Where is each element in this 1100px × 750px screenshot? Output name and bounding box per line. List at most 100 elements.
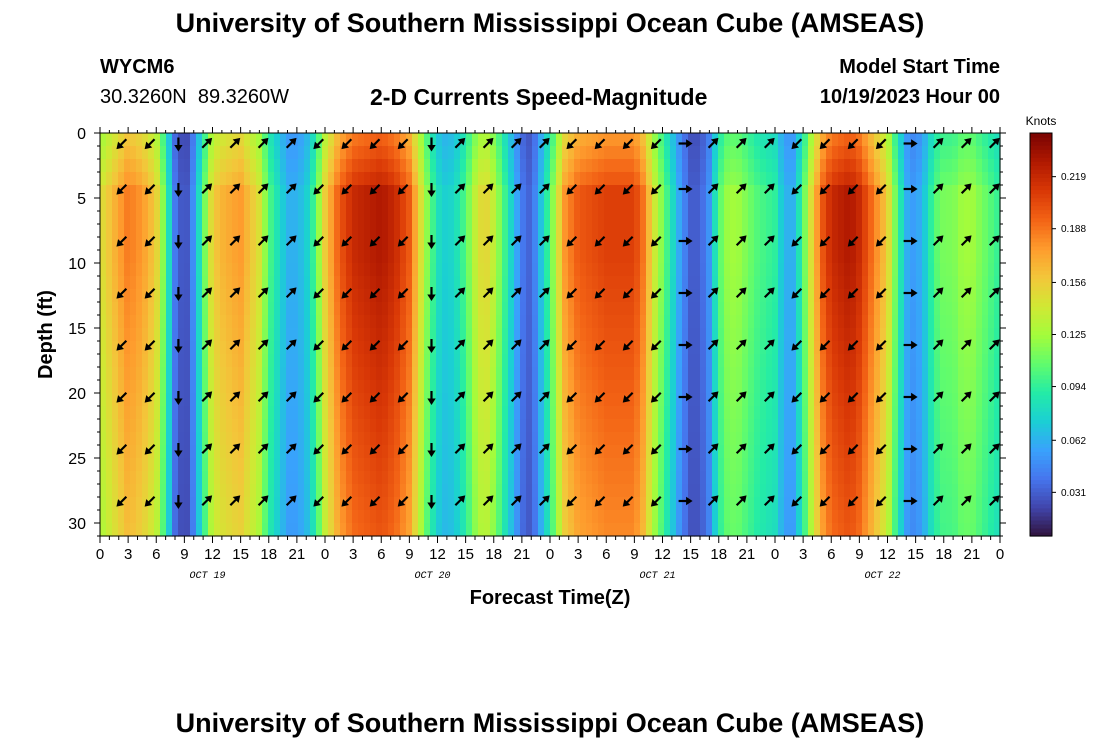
heatmap-cell	[760, 406, 767, 420]
heatmap-cell	[862, 419, 869, 433]
heatmap-cell	[574, 367, 581, 381]
arrow-head	[204, 391, 213, 399]
heatmap-cell	[550, 198, 557, 212]
heatmap-cell	[598, 510, 605, 524]
heatmap-cell	[544, 224, 551, 238]
heatmap-cell	[934, 380, 941, 394]
heatmap-cell	[526, 484, 533, 498]
heatmap-cell	[358, 159, 365, 173]
heatmap-cell	[352, 302, 359, 316]
heatmap-cell	[976, 289, 983, 303]
heatmap-cell	[436, 250, 443, 264]
heatmap-cell	[358, 406, 365, 420]
heatmap-cell	[220, 159, 227, 173]
heatmap-cell	[982, 159, 989, 173]
arrow-head	[457, 235, 466, 243]
heatmap-cell	[490, 341, 497, 355]
heatmap-cell	[814, 302, 821, 316]
heatmap-cell	[652, 133, 659, 147]
heatmap-cell	[178, 471, 185, 485]
heatmap-cell	[316, 367, 323, 381]
heatmap-cell	[754, 380, 761, 394]
heatmap-cell	[562, 471, 569, 485]
heatmap-cell	[238, 510, 245, 524]
heatmap-cell	[928, 328, 935, 342]
heatmap-cell	[898, 458, 905, 472]
heatmap-cell	[364, 198, 371, 212]
heatmap-cell	[136, 510, 143, 524]
heatmap-cell	[628, 406, 635, 420]
heatmap-cell	[982, 172, 989, 186]
current-arrow	[257, 137, 269, 149]
heatmap-cell	[736, 198, 743, 212]
heatmap-cell	[502, 224, 509, 238]
heatmap-cell	[970, 224, 977, 238]
heatmap-cell	[412, 354, 419, 368]
heatmap-cell	[880, 133, 887, 147]
heatmap-cell	[814, 471, 821, 485]
heatmap-cell	[130, 276, 137, 290]
heatmap-cell	[184, 341, 191, 355]
current-arrow	[397, 495, 409, 507]
heatmap-cell	[718, 315, 725, 329]
heatmap-cell	[148, 354, 155, 368]
heatmap-cell	[604, 523, 611, 537]
heatmap-cell	[700, 380, 707, 394]
heatmap-cell	[574, 250, 581, 264]
heatmap-cell	[676, 211, 683, 225]
heatmap-cell	[232, 458, 239, 472]
heatmap-cell	[514, 315, 521, 329]
heatmap-cell	[856, 276, 863, 290]
heatmap-cell	[616, 198, 623, 212]
heatmap-cell	[166, 393, 173, 407]
heatmap-cell	[238, 328, 245, 342]
heatmap-cell	[484, 419, 491, 433]
heatmap-cell	[112, 341, 119, 355]
arrow-head	[427, 502, 436, 509]
heatmap-cell	[844, 302, 851, 316]
heatmap-cell	[340, 523, 347, 537]
heatmap-cell	[736, 484, 743, 498]
heatmap-cell	[400, 471, 407, 485]
heatmap-cell	[916, 276, 923, 290]
heatmap-cell	[508, 198, 515, 212]
heatmap-cell	[400, 315, 407, 329]
heatmap-cell	[202, 458, 209, 472]
heatmap-cell	[454, 146, 461, 160]
heatmap-cell	[910, 263, 917, 277]
heatmap-cell	[184, 458, 191, 472]
heatmap-cell	[424, 211, 431, 225]
heatmap-cell	[898, 354, 905, 368]
current-arrow	[369, 138, 381, 150]
arrow-head	[341, 141, 350, 150]
current-arrow	[454, 391, 466, 403]
heatmap-cell	[676, 133, 683, 147]
heatmap-cell	[970, 302, 977, 316]
heatmap-cell	[208, 198, 215, 212]
heatmap-cell	[484, 315, 491, 329]
heatmap-cell	[724, 289, 731, 303]
heatmap-cell	[688, 510, 695, 524]
heatmap-cell	[886, 380, 893, 394]
heatmap-cell	[568, 328, 575, 342]
heatmap-cell	[724, 406, 731, 420]
heatmap-cell	[754, 159, 761, 173]
heatmap-cell	[310, 367, 317, 381]
heatmap-cell	[718, 211, 725, 225]
heatmap-cell	[214, 393, 221, 407]
heatmap-cell	[190, 276, 197, 290]
current-arrow	[285, 443, 297, 455]
heatmap-cell	[364, 302, 371, 316]
heatmap-cell	[208, 367, 215, 381]
heatmap-cell	[988, 367, 995, 381]
heatmap-cell	[832, 484, 839, 498]
heatmap-cell	[730, 510, 737, 524]
heatmap-cell	[430, 406, 437, 420]
heatmap-cell	[250, 471, 257, 485]
heatmap-cell	[862, 471, 869, 485]
heatmap-cell	[484, 445, 491, 459]
heatmap-cell	[118, 172, 125, 186]
heatmap-cell	[766, 484, 773, 498]
heatmap-cell	[130, 497, 137, 511]
heatmap-cell	[880, 302, 887, 316]
